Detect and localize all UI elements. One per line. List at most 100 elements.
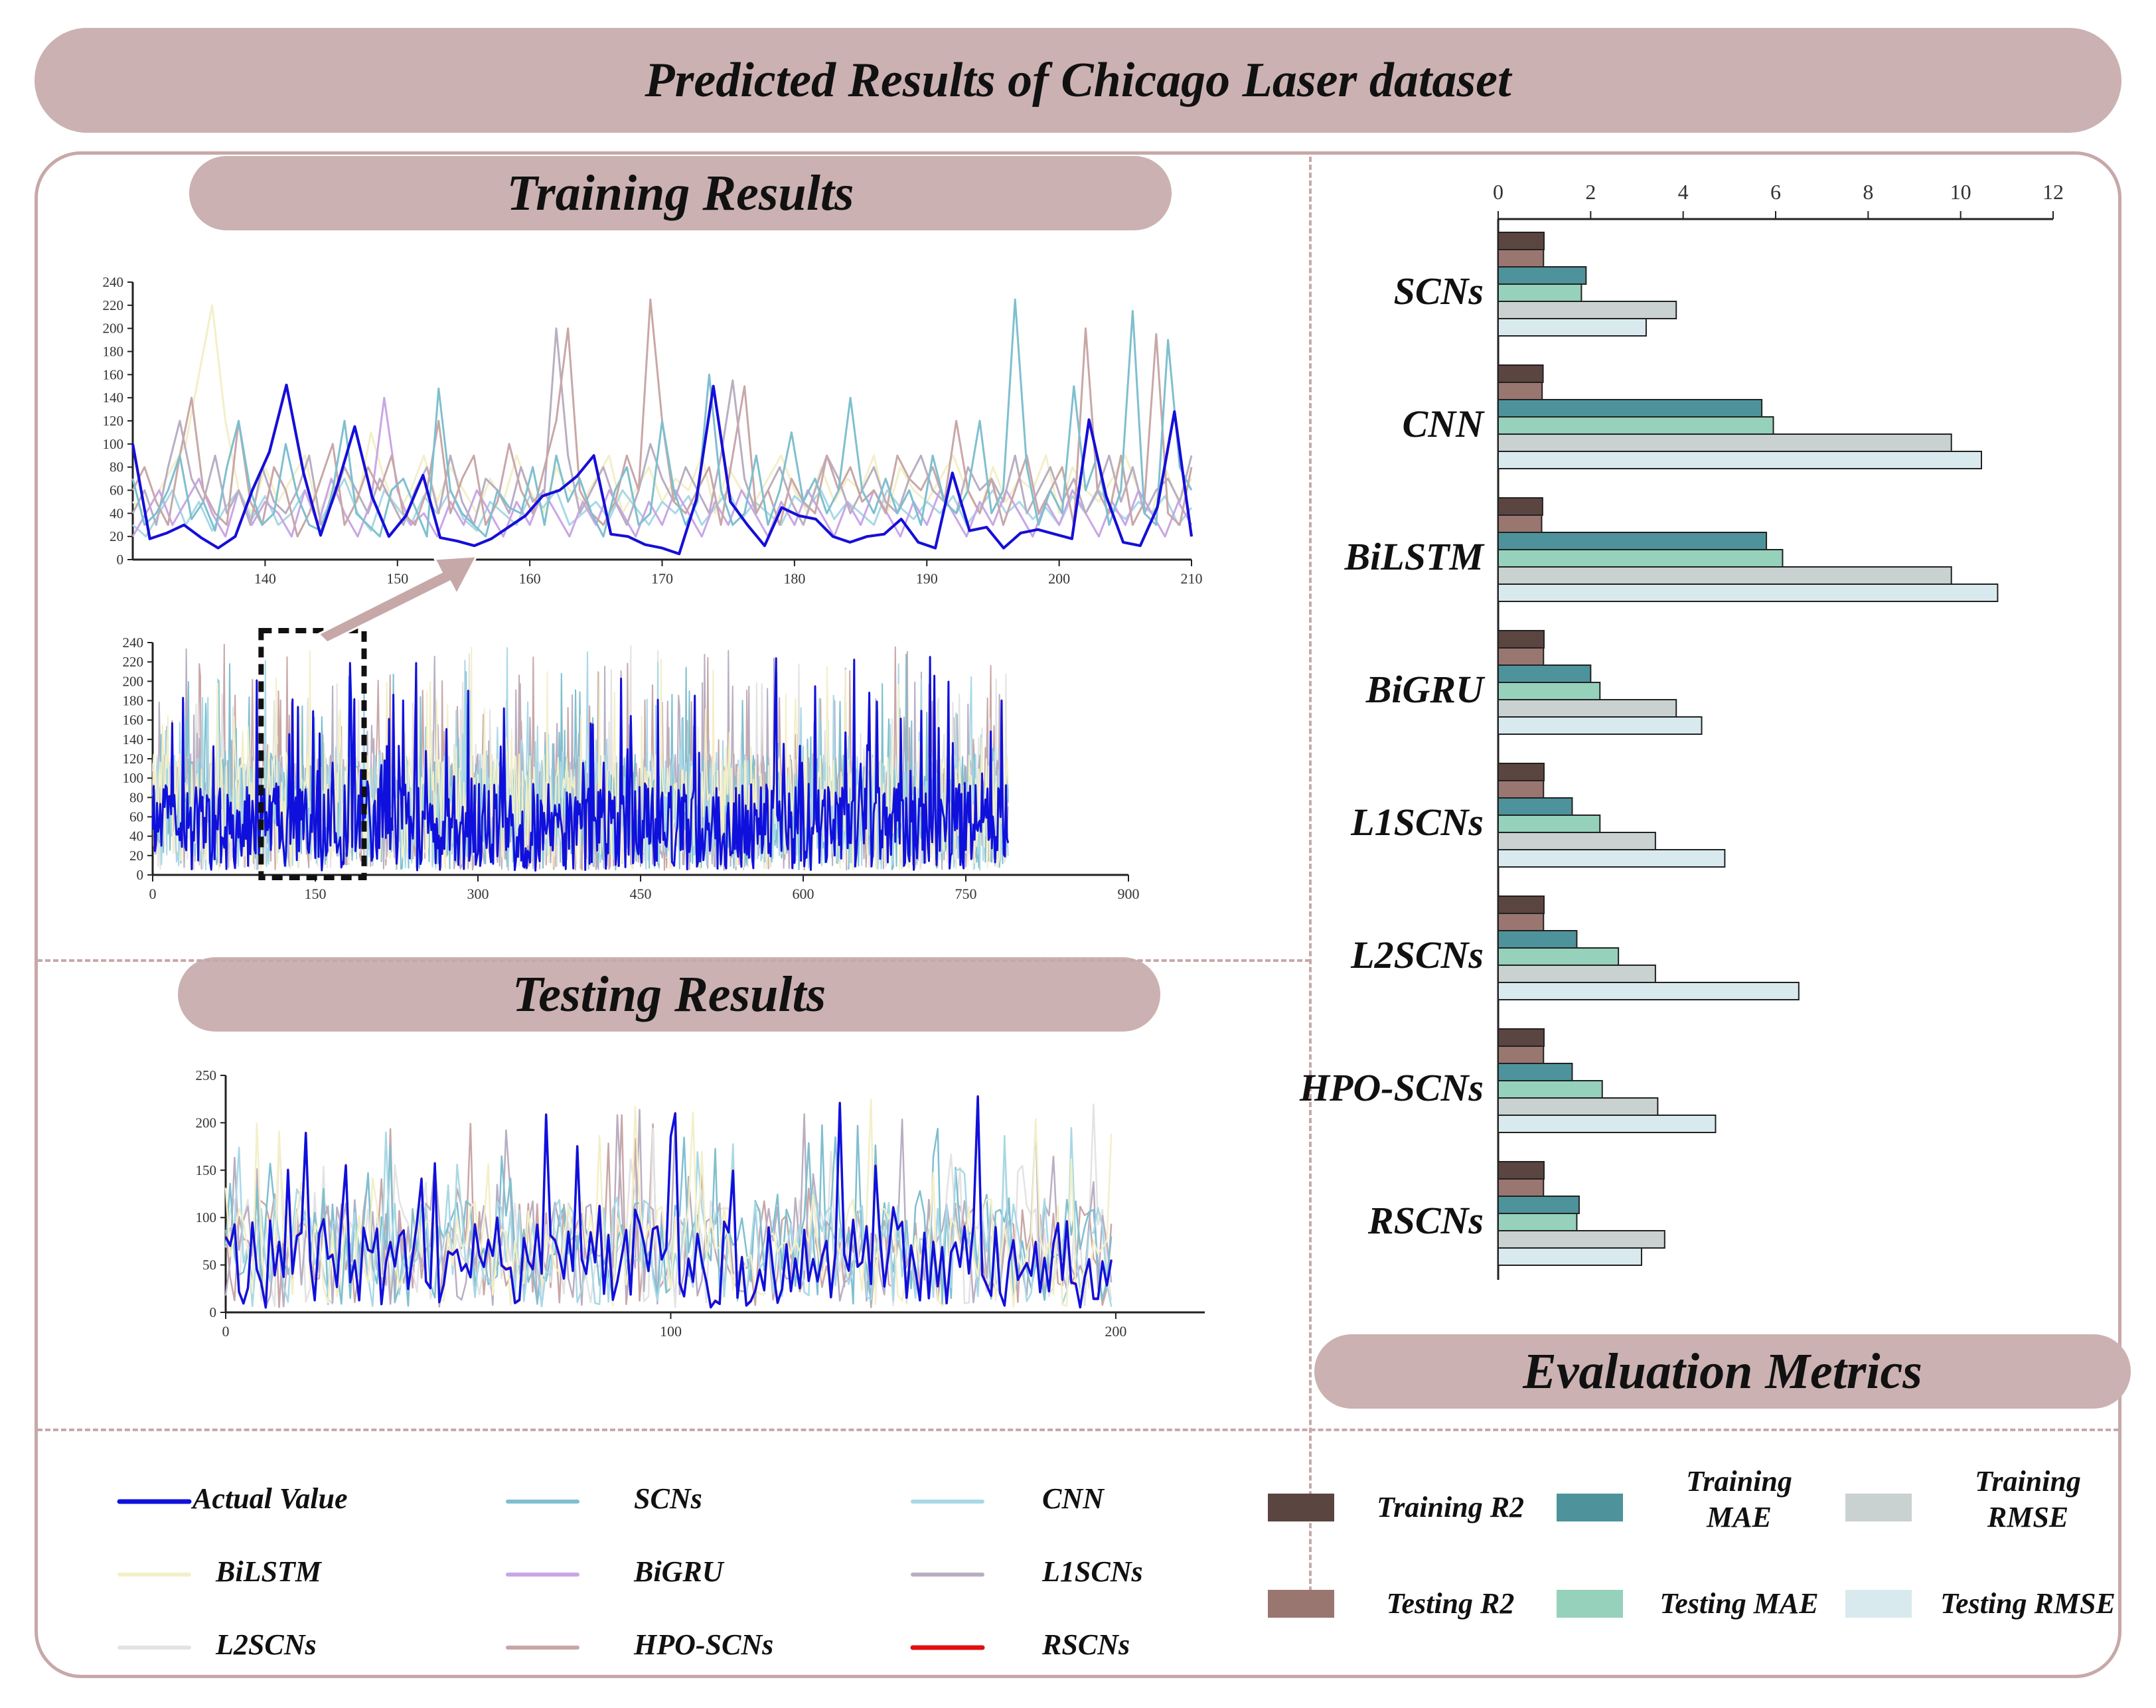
- training-zoom-y-tick-label: 160: [103, 366, 124, 382]
- metrics-x-tick-label: 12: [2042, 180, 2064, 204]
- metrics-bar-hpo-scns-training-mae: [1498, 1063, 1573, 1081]
- training-zoom-x-tick-label: 150: [386, 570, 408, 587]
- metrics-bar-bilstm-testing-rmse: [1498, 583, 1999, 602]
- training-full-x-tick-label: 450: [630, 886, 652, 902]
- training-full-y-tick-label: 220: [123, 654, 144, 670]
- metrics-x-tick-label: 4: [1678, 180, 1689, 204]
- training-full-y-tick-label: 200: [123, 673, 144, 689]
- training-zoom-y-tick-label: 80: [110, 459, 123, 475]
- training-zoom-y-tick-label: 100: [103, 436, 124, 452]
- training-zoom-y-tick-label: 40: [110, 505, 123, 521]
- metrics-category-label: L2SCNs: [1350, 933, 1484, 976]
- training-zoom-series-scns: [131, 298, 1193, 538]
- training-full-x-tick-label: 750: [955, 886, 977, 902]
- metrics-x-tick-label: 8: [1863, 180, 1873, 204]
- metrics-bar-rscns-testing-r2: [1498, 1178, 1545, 1197]
- testing-y-tick-label: 250: [196, 1067, 217, 1083]
- training-zoom-series-l1scns: [131, 327, 1193, 526]
- zoom-window-box: [258, 628, 367, 880]
- metrics-bar-scns-training-r2: [1498, 232, 1545, 250]
- training-full-y-tick-label: 0: [137, 867, 144, 883]
- metrics-x-tick-label: 2: [1585, 180, 1596, 204]
- training-zoom-y-tick-label: 20: [110, 528, 123, 544]
- metrics-category-label: BiLSTM: [1344, 535, 1486, 578]
- testing-y-tick-label: 200: [196, 1115, 217, 1130]
- metrics-bar-l2scns-training-mae: [1498, 930, 1578, 949]
- testing-y-tick-label: 0: [210, 1304, 217, 1320]
- training-zoom-y-tick-label: 240: [103, 274, 124, 290]
- testing-results-label: Testing Results: [512, 966, 826, 1022]
- metrics-bar-cnn-training-r2: [1498, 364, 1544, 383]
- legend-label-l2scns: L2SCNs: [216, 1628, 317, 1661]
- zoom-arrow: [317, 555, 479, 644]
- training-full-y-tick-label: 60: [129, 809, 143, 825]
- page-title-text: Predicted Results of Chicago Laser datas…: [645, 52, 1511, 108]
- training-zoom-x-tick-label: 210: [1181, 570, 1203, 587]
- metrics-bar-scns-testing-mae: [1498, 283, 1582, 302]
- training-full-series-actual-value: [151, 656, 1010, 872]
- metrics-bar-rscns-training-r2: [1498, 1161, 1545, 1180]
- divider-training-testing: [37, 959, 1310, 962]
- metrics-bar-l2scns-testing-r2: [1498, 913, 1545, 931]
- legend-label-training-r2: Training R2: [1376, 1491, 1525, 1523]
- training-full-y-tick-label: 160: [123, 712, 144, 728]
- legend-swatch-testing-mae: [1557, 1590, 1623, 1618]
- legend-label-training-mae: Training MAE: [1686, 1465, 1792, 1533]
- metrics-category-label: RSCNs: [1367, 1199, 1484, 1242]
- metrics-bar-bigru-testing-r2: [1498, 647, 1545, 666]
- training-zoom-x-tick-label: 160: [519, 570, 541, 587]
- training-zoom-x-tick-label: 170: [651, 570, 673, 587]
- metrics-bar-l2scns-testing-mae: [1498, 947, 1620, 966]
- training-results-label: Training Results: [506, 165, 854, 221]
- metrics-bar-l1scns-training-rmse: [1498, 832, 1656, 850]
- testing-y-tick-label: 50: [202, 1257, 216, 1273]
- training-full-x-tick-label: 600: [793, 886, 814, 902]
- metrics-bar-bigru-training-rmse: [1498, 699, 1677, 718]
- legend-label-hpo-scns: HPO-SCNs: [634, 1628, 774, 1661]
- testing-series-actual-value: [224, 1095, 1113, 1309]
- metrics-bar-bigru-testing-rmse: [1498, 716, 1703, 735]
- testing-x-tick-label: 0: [222, 1323, 230, 1340]
- training-zoom-y-tick-label: 220: [103, 297, 124, 313]
- testing-series-l1scns: [224, 1109, 1113, 1308]
- legend-label-cnn: CNN: [1042, 1482, 1104, 1515]
- metrics-bar-hpo-scns-testing-rmse: [1498, 1115, 1717, 1133]
- divider-legend: [37, 1429, 2119, 1431]
- testing-series-bilstm: [224, 1099, 1113, 1308]
- page-title: Predicted Results of Chicago Laser datas…: [35, 28, 2121, 133]
- divider-vertical: [1309, 157, 1312, 1592]
- evaluation-metrics-header: Evaluation Metrics: [1314, 1334, 2131, 1409]
- metrics-bar-l2scns-training-rmse: [1498, 965, 1656, 983]
- metrics-category-label: BiGRU: [1365, 668, 1486, 711]
- legend-label-bilstm: BiLSTM: [216, 1555, 321, 1588]
- metrics-bar-cnn-testing-r2: [1498, 382, 1543, 400]
- metrics-bar-bilstm-testing-mae: [1498, 549, 1784, 568]
- metrics-category-label: SCNs: [1394, 270, 1484, 313]
- metrics-bar-scns-testing-rmse: [1498, 318, 1647, 337]
- metrics-bar-rscns-training-mae: [1498, 1196, 1580, 1214]
- metrics-bar-l2scns-training-r2: [1498, 895, 1545, 914]
- training-zoom-y-tick-label: 0: [117, 552, 124, 568]
- legend-swatch-testing-rmse: [1845, 1590, 1912, 1618]
- training-zoom-series-bigru: [131, 396, 1193, 538]
- metrics-bar-bigru-testing-mae: [1498, 682, 1601, 700]
- metrics-bar-cnn-testing-rmse: [1498, 451, 1983, 469]
- training-full-x-tick-label: 900: [1118, 886, 1140, 902]
- legend-label-testing-mae: Testing MAE: [1659, 1587, 1819, 1620]
- metrics-bar-bigru-training-mae: [1498, 664, 1592, 683]
- training-full-y-tick-label: 100: [123, 770, 144, 786]
- training-zoom-x-tick-label: 190: [916, 570, 938, 587]
- legend-swatch-testing-r2: [1268, 1590, 1334, 1618]
- metrics-bar-hpo-scns-training-r2: [1498, 1028, 1545, 1047]
- metrics-bar-cnn-training-rmse: [1498, 433, 1952, 452]
- metrics-bar-rscns-training-rmse: [1498, 1230, 1665, 1249]
- metrics-category-label: HPO-SCNs: [1299, 1066, 1484, 1109]
- metrics-bar-scns-testing-r2: [1498, 249, 1545, 268]
- legend-swatch-training-r2: [1268, 1494, 1334, 1521]
- metrics-x-tick-label: 10: [1950, 180, 1971, 204]
- training-full-y-tick-label: 140: [123, 732, 144, 747]
- testing-y-tick-label: 150: [196, 1162, 217, 1178]
- metrics-x-tick-label: 0: [1493, 180, 1503, 204]
- training-full-y-tick-label: 240: [123, 635, 144, 651]
